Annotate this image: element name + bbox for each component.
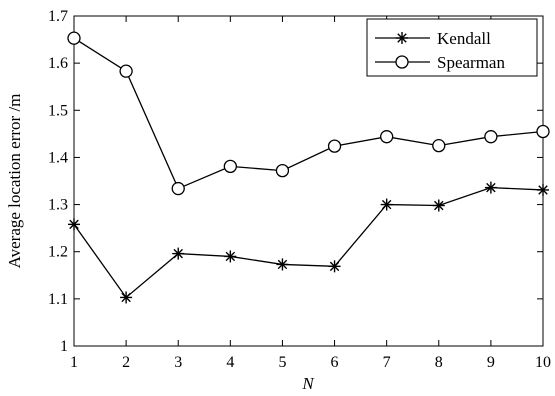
- x-tick-label: 5: [278, 354, 286, 371]
- spearman-point: [275, 163, 290, 178]
- spearman-point: [380, 130, 394, 144]
- series-spearman: [67, 31, 550, 196]
- asterisk-stroke: [538, 185, 548, 195]
- series-kendall: [68, 181, 549, 304]
- spearman-point: [67, 31, 81, 45]
- x-tick-label: 3: [174, 354, 182, 371]
- asterisk-stroke: [397, 33, 407, 43]
- x-axis-title: N: [301, 374, 315, 393]
- y-tick-label: 1.5: [48, 102, 68, 119]
- y-tick-label: 1.7: [48, 8, 68, 25]
- legend-entry-kendall: Kendall: [375, 29, 491, 48]
- circle-marker-icon: [395, 55, 409, 69]
- spearman-point: [432, 138, 446, 153]
- x-tick-label: 4: [226, 354, 234, 371]
- legend-entries: Kendall Spearman: [375, 29, 505, 72]
- spearman-point: [223, 159, 237, 174]
- x-tick-label: 10: [535, 354, 551, 371]
- asterisk-stroke: [121, 292, 131, 303]
- y-tick-label: 1.1: [48, 291, 68, 308]
- y-tick-label: 1.3: [48, 197, 68, 214]
- kendall-point: [120, 291, 133, 304]
- spearman-point: [119, 64, 133, 78]
- asterisk-stroke: [381, 199, 392, 210]
- x-tick-label: 8: [435, 354, 443, 371]
- plot-frame: [73, 15, 544, 347]
- kendall-point: [68, 218, 80, 231]
- kendall-point: [328, 260, 341, 273]
- x-tick-label: 7: [383, 354, 391, 371]
- legend-label: Kendall: [437, 29, 491, 48]
- asterisk-marker-icon: [396, 32, 408, 44]
- spearman-point: [171, 181, 185, 196]
- spearman-point: [536, 124, 550, 139]
- kendall-point: [224, 250, 237, 263]
- asterisk-stroke: [69, 219, 79, 230]
- kendall-point: [380, 198, 393, 211]
- asterisk-stroke: [173, 248, 183, 259]
- legend: Kendall Spearman: [366, 18, 538, 77]
- y-tick-label: 1.6: [48, 55, 68, 72]
- x-tick-label: 1: [70, 354, 78, 371]
- asterisk-stroke: [225, 251, 236, 262]
- x-axis: 1 2 3 4 5 6 7 8 9 10: [70, 16, 551, 371]
- spearman-point: [484, 130, 498, 144]
- y-tick-label: 1.2: [48, 244, 68, 261]
- legend-label: Spearman: [437, 53, 505, 72]
- kendall-point: [432, 199, 445, 212]
- kendall-point: [484, 181, 497, 194]
- asterisk-stroke: [486, 182, 496, 193]
- series-layer: [67, 31, 550, 304]
- y-tick-label: 1.4: [48, 149, 68, 166]
- kendall-point: [172, 247, 185, 260]
- x-tick-label: 9: [487, 354, 495, 371]
- asterisk-stroke: [277, 259, 288, 270]
- legend-entry-spearman: Spearman: [375, 53, 505, 72]
- y-axis-title: Average location error /m: [5, 94, 24, 269]
- y-axis: 1 1.1 1.2 1.3 1.4 1.5 1.6 1.7: [48, 8, 543, 355]
- x-tick-label: 2: [122, 354, 130, 371]
- spearman-line: [73, 37, 544, 190]
- asterisk-stroke: [329, 261, 340, 272]
- kendall-line: [73, 186, 544, 299]
- kendall-point: [537, 183, 549, 196]
- x-tick-label: 6: [331, 354, 339, 371]
- y-tick-label: 1: [60, 338, 68, 355]
- legend-box: [366, 18, 538, 77]
- asterisk-stroke: [434, 200, 444, 211]
- spearman-point: [327, 139, 342, 153]
- kendall-point: [276, 258, 289, 271]
